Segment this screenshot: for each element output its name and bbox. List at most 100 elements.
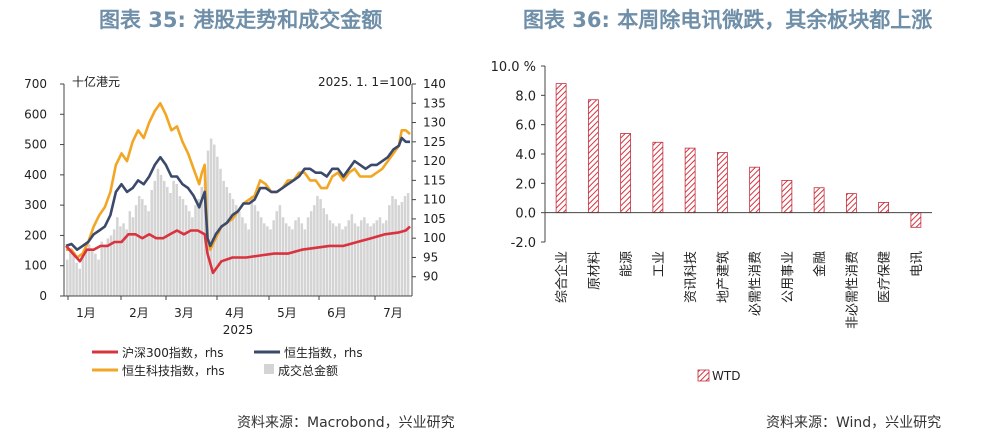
sector-label: 综合企业 (554, 251, 570, 303)
turnover-bar (156, 168, 160, 296)
turnover-bar (366, 223, 369, 296)
right-y-tick-label: 105 (423, 212, 446, 226)
turnover-bar (397, 205, 401, 296)
turnover-bar (228, 193, 232, 296)
sector-bar (781, 179, 793, 214)
turnover-bar (253, 205, 257, 296)
chart-35-source: 资料来源：Macrobond，兴业研究 (237, 415, 455, 431)
turnover-bar (309, 211, 313, 296)
turnover-bar (284, 223, 288, 296)
chart-35-title: 图表 35: 港股走势和成交金额 (99, 8, 383, 32)
left-y-tick-label: 200 (24, 228, 47, 242)
left-y-tick-label: 0 (39, 289, 47, 303)
chart-36-title: 图表 36: 本周除电讯微跌，其余板块都上涨 (523, 8, 933, 32)
turnover-bar (322, 208, 325, 296)
y-axis-ticks: -2.0 0.0 2.0 4.0 6.0 8.0 10.0 % (491, 60, 545, 251)
turnover-bar (69, 250, 72, 296)
turnover-bar (172, 180, 175, 296)
sector-label: 能源 (620, 251, 635, 277)
turnover-bar (231, 199, 235, 296)
sector-label: 工业 (652, 251, 667, 277)
turnover-bar (122, 223, 125, 296)
turnover-bar (141, 199, 144, 296)
turnover-bar (372, 223, 375, 296)
hs300-line (65, 225, 411, 275)
right-y-tick-label: 110 (423, 193, 446, 207)
hk-market-chart: 0 100 200 300 400 500 600 700 90 95 100 105 110 115 1… (24, 74, 446, 378)
turnover-bar (303, 229, 307, 296)
left-y-tick-label: 400 (24, 168, 47, 182)
turnover-bar (159, 174, 163, 296)
turnover-bar (250, 196, 254, 296)
y-tick-label: 0.0 (515, 207, 536, 222)
turnover-bar (94, 253, 97, 296)
sector-category-labels: 综合企业 原材料 能源 工业 资讯科技 地产建筑 必需性消费 公用事业 金融 非必需性消费 医疗保健… (554, 251, 925, 329)
turnover-bar (381, 223, 385, 296)
turnover-bar (203, 168, 207, 296)
turnover-bar (256, 211, 260, 296)
turnover-bar (238, 211, 241, 296)
turnover-bar (313, 205, 316, 296)
turnover-bar (209, 138, 213, 296)
right-y-tick-label: 140 (423, 77, 446, 91)
y-tick-label: -2.0 (511, 236, 536, 251)
turnover-bar (78, 268, 82, 296)
x-tick-label: 4月 (225, 306, 245, 320)
turnover-bar (272, 220, 275, 296)
sector-bar (813, 187, 825, 214)
right-y-tick-label: 130 (423, 116, 446, 130)
x-tick-label: 1月 (76, 306, 96, 320)
y-tick-label: 2.0 (515, 177, 536, 192)
turnover-bar (66, 259, 69, 296)
sector-bar (749, 166, 761, 214)
right-y-axis-ticks: 90 95 100 105 110 115 120 125 130 135 140 (412, 77, 446, 284)
chart-36-source: 资料来源：Wind，兴业研究 (766, 415, 942, 431)
turnover-bar (178, 196, 182, 296)
turnover-bar (187, 211, 191, 296)
turnover-bar (266, 226, 269, 296)
turnover-bar (369, 226, 372, 296)
turnover-bar (81, 256, 85, 296)
turnover-bar (269, 229, 272, 296)
turnover-bar (400, 202, 404, 296)
left-y-tick-label: 600 (24, 107, 47, 121)
turnover-bar (84, 247, 88, 296)
legend-hsi: 恒生指数，rhs (284, 345, 363, 360)
turnover-bar (181, 199, 185, 296)
turnover-bar (391, 196, 394, 296)
legend-hs300: 沪深300指数，rhs (122, 345, 224, 360)
left-y-axis-ticks: 0 100 200 300 400 500 600 700 (24, 77, 64, 303)
turnover-bar (306, 217, 310, 296)
turnover-bar (166, 186, 169, 296)
turnover-bar (328, 220, 332, 296)
y-tick-label: 10.0 % (491, 60, 536, 75)
turnover-bar (75, 262, 78, 296)
turnover-bar (137, 196, 141, 296)
turnover-bar (294, 220, 297, 296)
chart-36-legend: WTD (697, 369, 740, 383)
sector-label: 公用事业 (781, 251, 796, 303)
turnover-bar (212, 144, 216, 296)
turnover-bar (247, 229, 250, 296)
chart-35-legend: 沪深300指数，rhs 恒生指数，rhs 恒生科技指数，rhs 成交总金额 (92, 345, 363, 378)
sector-label: 原材料 (587, 251, 602, 290)
sector-performance-chart: -2.0 0.0 2.0 4.0 6.0 8.0 10.0 % 综合企业 原材料 能源 工业 资讯科… (491, 60, 932, 383)
x-axis-month-ticks: 1月 2月 3月 4月 5月 6月 7月 (67, 296, 403, 320)
turnover-bar (200, 186, 203, 296)
turnover-bar (109, 235, 113, 296)
turnover-bar (169, 193, 172, 296)
turnover-bar (87, 244, 91, 296)
sector-label: 必需性消费 (749, 251, 764, 316)
turnover-bar (375, 220, 379, 296)
right-y-tick-label: 95 (423, 250, 438, 264)
turnover-bar (325, 214, 329, 296)
legend-hstech: 恒生科技指数，rhs (122, 363, 225, 378)
hsi-line (65, 136, 410, 251)
hstech-line (66, 102, 411, 259)
turnover-bar (72, 253, 75, 296)
x-tick-label: 6月 (327, 306, 347, 320)
turnover-bar (150, 190, 153, 296)
turnover-bar (244, 223, 247, 296)
turnover-bar (347, 220, 350, 296)
